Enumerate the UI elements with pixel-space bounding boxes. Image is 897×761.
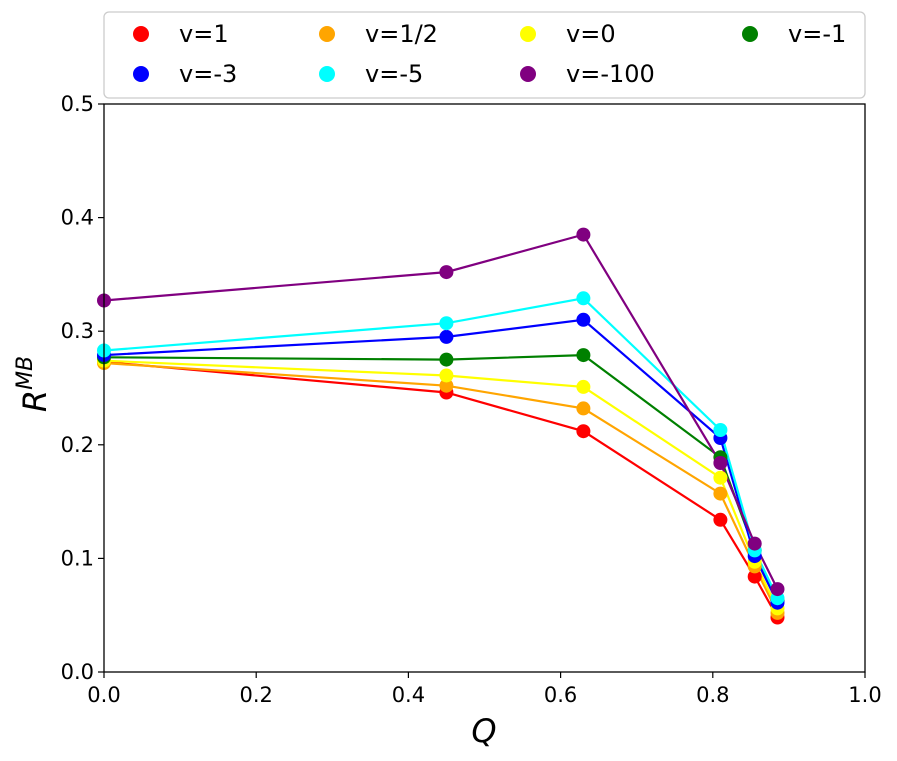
data-point-6-4 [747, 536, 762, 551]
data-point-5-1 [439, 316, 454, 331]
data-point-4-2 [576, 312, 591, 327]
legend-label-3: v=-1 [788, 20, 846, 48]
y-axis-label-main: R [16, 390, 54, 412]
y-axis-label: RMB [13, 356, 54, 412]
x-tick-label: 0.2 [239, 683, 272, 707]
legend-frame [103, 11, 866, 99]
data-point-5-2 [576, 291, 591, 306]
data-point-2-1 [439, 368, 454, 383]
plot-frame [103, 103, 866, 673]
data-point-5-3 [713, 423, 728, 437]
legend-label-5: v=-5 [365, 60, 423, 88]
y-tick-label: 0.4 [61, 206, 94, 230]
legend-marker-6 [520, 66, 536, 82]
legend: v=1 v=1/2 v=0 v=-1 v=-3 v=-5 v=-100 [103, 11, 866, 99]
legend-marker-1 [319, 26, 335, 42]
legend-label-4: v=-3 [179, 60, 237, 88]
data-point-2-3 [713, 470, 728, 485]
data-point-6-1 [439, 265, 454, 280]
x-tick-label: 0.6 [544, 683, 577, 707]
data-point-1-1 [439, 378, 454, 393]
x-tick-label: 1.0 [848, 683, 881, 707]
data-point-0-2 [576, 424, 591, 439]
data-point-1-3 [713, 486, 728, 501]
y-tick-label: 0.2 [61, 433, 94, 457]
y-axis-label-group: RMB [13, 356, 54, 412]
x-tick-label: 0.4 [392, 683, 425, 707]
data-point-1-2 [576, 401, 591, 416]
legend-label-6: v=-100 [566, 60, 655, 88]
axis-layer: 0.0 0.2 0.4 0.6 0.8 1.0 0.0 0.1 0.2 0.3 0.4 0.5 [61, 92, 882, 707]
series-line-0 [103, 360, 779, 619]
legend-label-0: v=1 [179, 20, 229, 48]
legend-marker-0 [133, 26, 149, 42]
data-point-0-4 [747, 569, 762, 584]
data-point-6-5 [770, 582, 785, 597]
y-tick-label: 0.0 [61, 660, 94, 684]
data-point-6-3 [713, 456, 728, 470]
legend-marker-2 [520, 26, 536, 42]
data-point-6-2 [576, 227, 591, 242]
legend-marker-3 [742, 26, 758, 42]
legend-marker-4 [133, 66, 149, 82]
data-point-2-2 [576, 379, 591, 394]
y-tick-label: 0.1 [61, 546, 94, 570]
data-point-4-1 [439, 329, 454, 344]
data-point-0-3 [713, 512, 728, 527]
x-tick-label: 0.0 [87, 683, 120, 707]
x-axis-label: Q [471, 712, 496, 750]
y-tick-label: 0.5 [61, 92, 94, 116]
y-tick-label: 0.3 [61, 319, 94, 343]
x-tick-label: 0.8 [696, 683, 729, 707]
y-axis-label-superscript: MB [13, 356, 38, 390]
data-point-3-1 [439, 352, 454, 367]
legend-label-1: v=1/2 [365, 20, 438, 48]
legend-marker-5 [319, 66, 335, 82]
data-point-3-2 [576, 348, 591, 363]
legend-label-2: v=0 [566, 20, 616, 48]
